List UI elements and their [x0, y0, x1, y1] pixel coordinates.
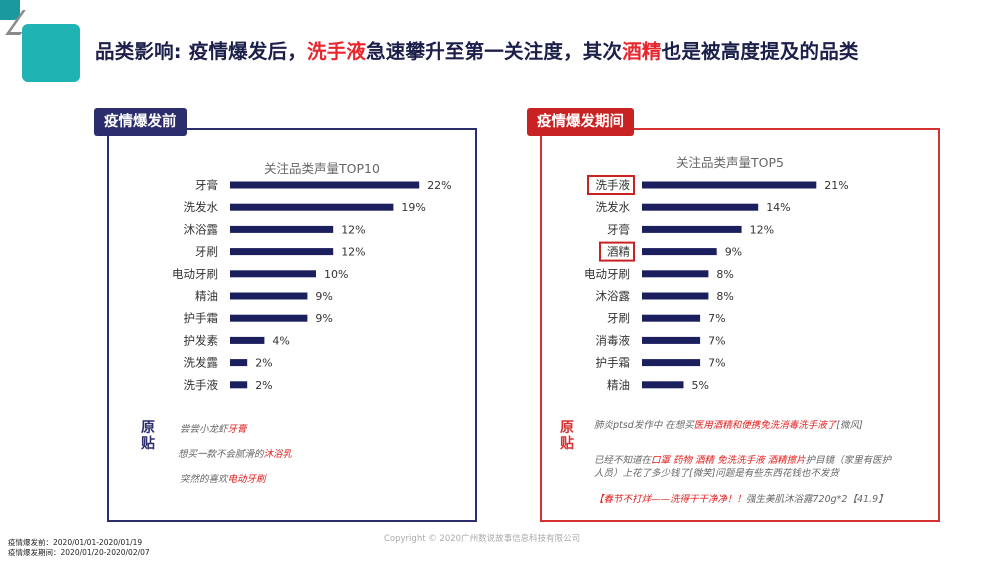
- value-label: 14%: [766, 201, 790, 214]
- category-label: 牙膏: [607, 222, 630, 236]
- quote-before-1: 尝尝小龙虾牙膏: [180, 424, 247, 435]
- value-label: 12%: [750, 223, 774, 236]
- decor-square-teal: [22, 24, 80, 82]
- category-label: 酒精: [607, 245, 630, 259]
- value-label: 19%: [401, 201, 425, 214]
- category-label: 牙刷: [607, 311, 630, 325]
- category-label: 消毒液: [596, 333, 631, 347]
- period-note: 疫情爆发前：2020/01/01-2020/01/19 疫情爆发期间：2020/…: [8, 538, 150, 558]
- panel-before-tab: 疫情爆发前: [94, 108, 187, 136]
- bar: [230, 225, 334, 233]
- category-label: 电动牙刷: [584, 267, 630, 281]
- title-highlight-handwash: 洗手液: [307, 40, 367, 63]
- value-label: 7%: [708, 334, 725, 347]
- value-label: 7%: [708, 357, 725, 370]
- value-label: 22%: [427, 179, 451, 192]
- quote-before-3: 突然的喜欢电动牙刷: [180, 474, 266, 485]
- category-label: 护手霜: [596, 356, 631, 370]
- bar: [642, 292, 709, 300]
- category-label: 沐浴露: [596, 289, 631, 303]
- source-post-label: 原贴: [141, 420, 155, 452]
- value-label: 8%: [716, 268, 733, 281]
- bar: [230, 248, 334, 256]
- value-label: 9%: [725, 246, 742, 259]
- chart-title: 关注品类声量TOP5: [676, 155, 784, 170]
- quote-during-2: 已经不知道在口罩 药物 酒精 免洗洗手液 酒精擦片护目镜（家里有医护: [594, 455, 892, 466]
- panel-before-outbreak: [107, 128, 477, 522]
- bar: [230, 203, 394, 211]
- bar: [642, 270, 709, 278]
- value-label: 2%: [255, 379, 272, 392]
- category-label: 沐浴露: [184, 222, 219, 236]
- category-label: 洗手液: [596, 178, 631, 192]
- value-label: 2%: [255, 357, 272, 370]
- panel-during-tab: 疫情爆发期间: [527, 108, 634, 136]
- value-label: 12%: [341, 246, 365, 259]
- panel-during-outbreak: [540, 128, 940, 522]
- period-before: 疫情爆发前：2020/01/01-2020/01/19: [8, 538, 143, 547]
- source-post-label: 原贴: [560, 420, 574, 452]
- category-label: 洗发水: [596, 200, 631, 214]
- decor-square-small: [0, 0, 20, 20]
- bar: [642, 314, 701, 322]
- category-label: 电动牙刷: [172, 267, 218, 281]
- category-label: 护手霜: [184, 311, 219, 325]
- bar: [230, 314, 308, 322]
- chart-title: 关注品类声量TOP10: [264, 161, 380, 176]
- title-highlight-alcohol: 酒精: [622, 40, 662, 63]
- category-label: 精油: [607, 378, 630, 392]
- category-label: 精油: [195, 289, 218, 303]
- bar: [642, 336, 701, 344]
- category-label: 护发素: [184, 333, 219, 347]
- bar: [642, 181, 817, 189]
- value-label: 9%: [315, 290, 332, 303]
- quote-during-3: 【春节不打烊——洗得干干净净！！强生美肌沐浴露720g*2【41.9】: [594, 494, 888, 505]
- bar: [642, 225, 742, 233]
- category-label: 洗发露: [184, 356, 219, 370]
- bar: [230, 359, 248, 367]
- category-label: 牙膏: [195, 178, 218, 192]
- bar: [230, 336, 265, 344]
- value-label: 12%: [341, 223, 365, 236]
- bar: [642, 381, 684, 389]
- period-during: 疫情爆发期间：2020/01/20-2020/02/07: [8, 548, 150, 557]
- bar: [230, 292, 308, 300]
- category-label: 洗手液: [184, 378, 219, 392]
- value-label: 8%: [716, 290, 733, 303]
- value-label: 10%: [324, 268, 348, 281]
- category-label: 牙刷: [195, 245, 218, 259]
- highlight-box: [599, 241, 635, 262]
- quote-during-1: 肺炎ptsd发作中 在想买医用酒精和便携免洗消毒洗手液了[微风]: [594, 420, 863, 431]
- page-title: 品类影响: 疫情爆发后，洗手液急速攀升至第一关注度，其次酒精也是被高度提及的品类: [95, 40, 859, 63]
- bar: [230, 181, 420, 189]
- quote-before-2: 想买一款不会腻滑的沐浴乳: [178, 449, 293, 460]
- highlight-box: [587, 175, 635, 195]
- bar: [642, 359, 701, 367]
- bar: [230, 381, 248, 389]
- quote-during-2-cont: 人员）上花了多少钱了[微笑]问题是有些东西花钱也不发货: [594, 468, 839, 479]
- value-label: 4%: [272, 334, 289, 347]
- copyright: Copyright © 2020广州数说故事信息科技有限公司: [384, 534, 581, 544]
- value-label: 5%: [692, 379, 709, 392]
- value-label: 9%: [315, 312, 332, 325]
- category-label: 洗发水: [184, 200, 219, 214]
- bar: [642, 248, 717, 256]
- bar: [642, 203, 759, 211]
- bar: [230, 270, 316, 278]
- value-label: 21%: [824, 179, 848, 192]
- value-label: 7%: [708, 312, 725, 325]
